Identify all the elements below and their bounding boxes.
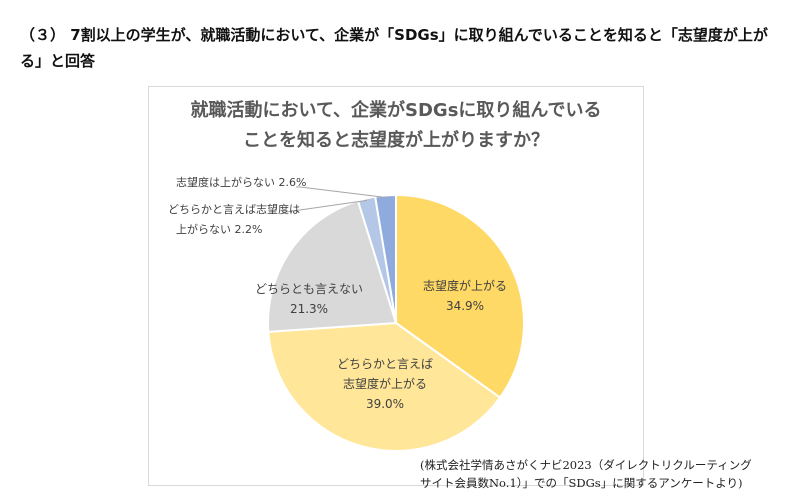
pie-slice-5 — [374, 193, 397, 324]
pie-slice-1 — [395, 193, 525, 399]
source-note-line-1: (株式会社学情あさがくナビ2023（ダイレクトリクルーティング — [420, 458, 752, 472]
slice-label-5: 志望度は上がらない 2.6% — [176, 175, 306, 189]
pie-slice-3 — [267, 199, 398, 333]
leader-line-5 — [296, 186, 386, 198]
chart-title-line-2: ことを知ると志望度が上がりますか？ — [243, 130, 549, 151]
leader-line-4 — [282, 199, 368, 213]
page-heading: （３） 7割以上の学生が、就職活動において、企業が「SDGs」に取り組んでいるこ… — [20, 22, 790, 74]
pie-slice-2 — [267, 321, 502, 452]
slice-label-1: 志望度が上がる 34.9% — [423, 278, 507, 313]
slice-label-3: どちらとも言えない 21.3% — [255, 282, 363, 316]
source-note-line-2: サイト会員数No.1）」での「SDGs」に関するアンケートより) — [420, 476, 743, 490]
chart-title: 就職活動において、企業がSDGsに取り組んでいる ことを知ると志望度が上がります… — [150, 96, 642, 156]
heading-line-2: る」と回答 — [20, 52, 96, 70]
heading-line-1: （３） 7割以上の学生が、就職活動において、企業が「SDGs」に取り組んでいるこ… — [20, 26, 768, 44]
slice-label-4: どちらかと言えば志望度は上がらない 2.2% — [168, 202, 300, 236]
chart-title-line-1: 就職活動において、企業がSDGsに取り組んでいる — [190, 100, 602, 121]
slice-label-2: どちらかと言えば志望度が上がる 39.0% — [337, 357, 433, 411]
source-note: (株式会社学情あさがくナビ2023（ダイレクトリクルーティング サイト会員数No… — [420, 456, 790, 492]
